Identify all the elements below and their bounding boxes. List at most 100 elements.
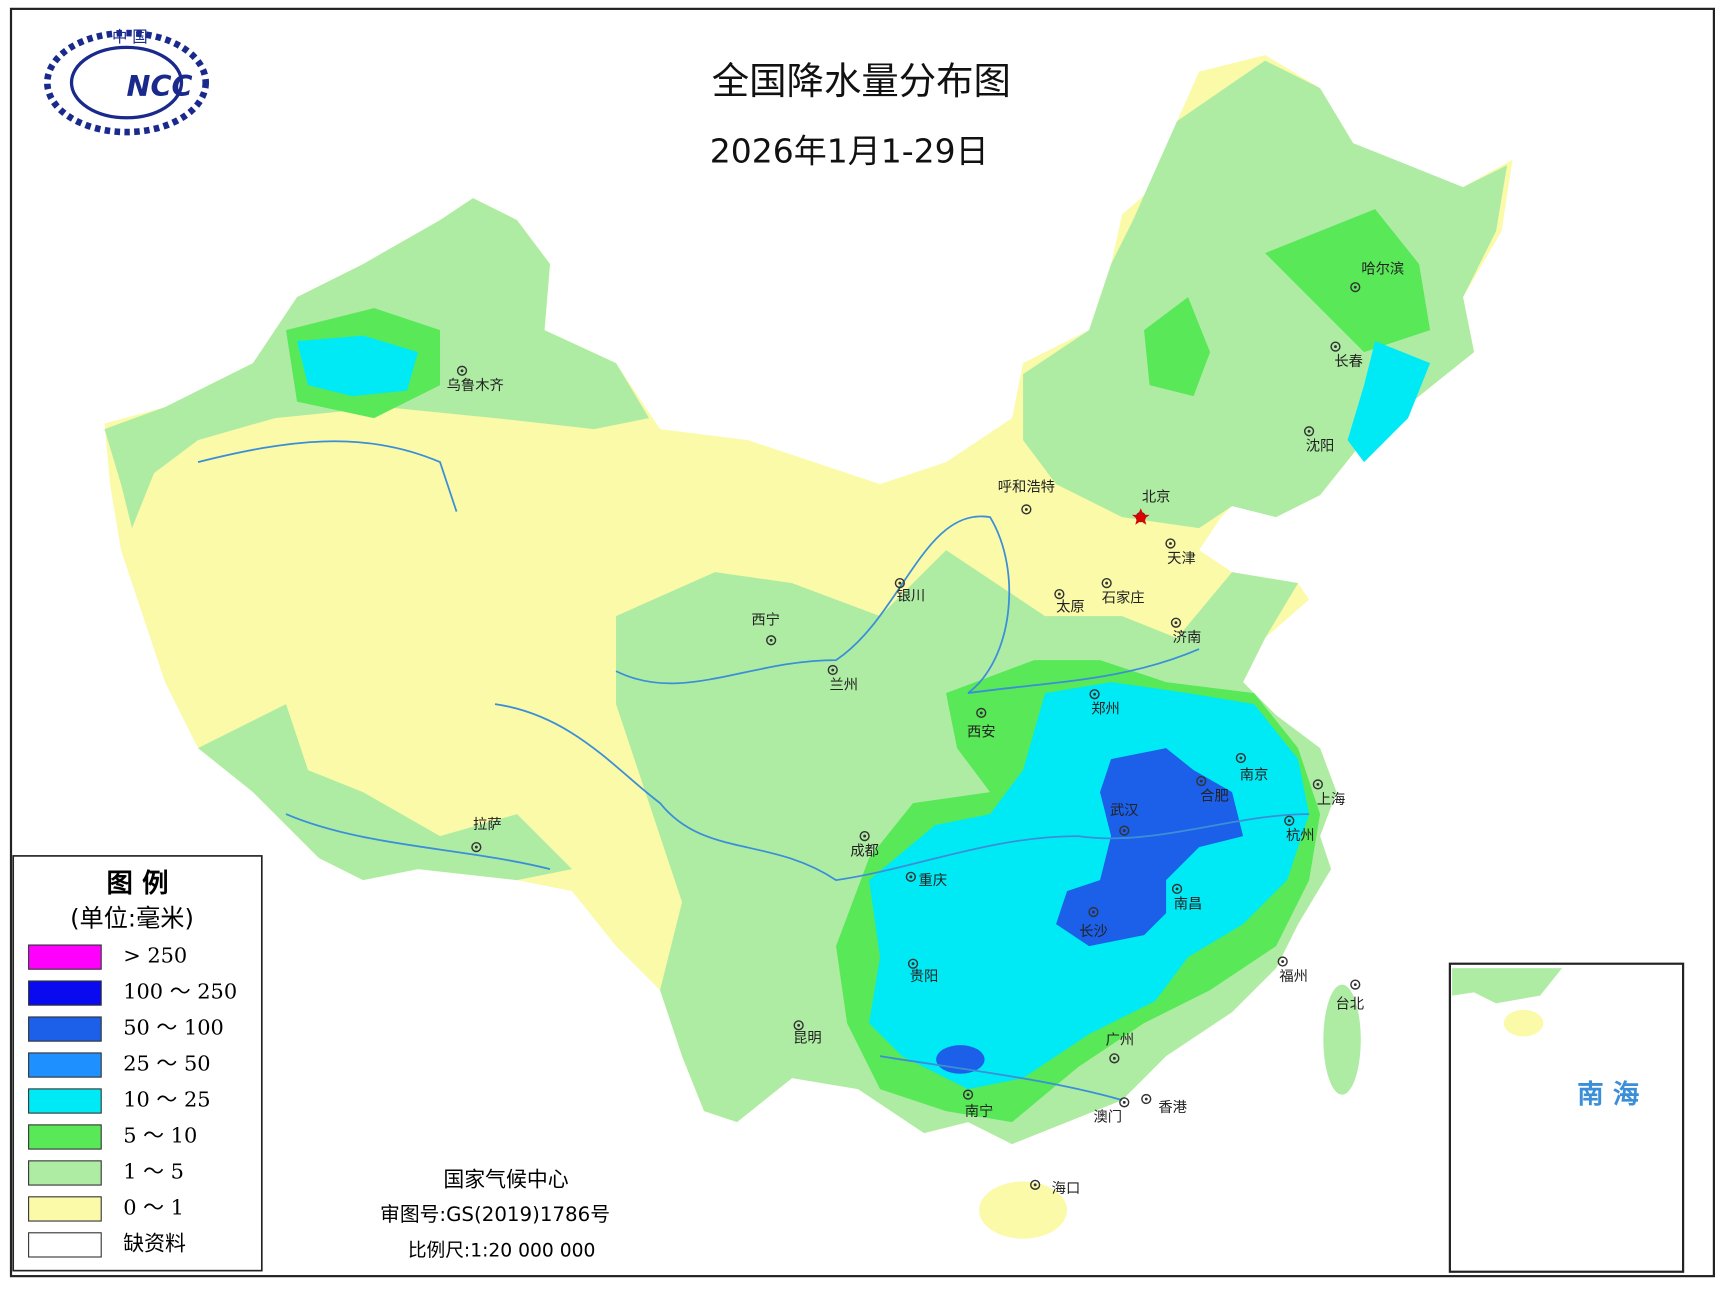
precip-10-25	[1347, 341, 1431, 463]
city-label: 南昌	[1174, 895, 1203, 912]
city-label: 澳门	[1093, 1109, 1122, 1126]
city-marker	[1196, 775, 1207, 787]
city-dot	[1024, 507, 1028, 511]
city-dot	[966, 1093, 970, 1097]
city-label: 石家庄	[1102, 588, 1145, 606]
legend-title: 图 例	[107, 868, 169, 899]
city-marker	[1030, 1179, 1041, 1190]
city-dot	[474, 845, 478, 849]
rivers	[197, 440, 1310, 1101]
city-dot	[909, 875, 913, 879]
legend-label: 缺资料	[123, 1231, 186, 1255]
city-dot	[1093, 692, 1096, 696]
city-dot	[979, 711, 983, 715]
legend-label: 50 ～ 100	[123, 1016, 224, 1040]
city-marker	[1277, 956, 1288, 967]
city-dot	[1281, 960, 1285, 963]
inset-frame	[1448, 962, 1685, 1273]
city-label: 重庆	[919, 872, 948, 889]
city-label: 海口	[1052, 1180, 1081, 1197]
title: 全国降水量分布图	[712, 59, 1011, 103]
city-label: 北京	[1142, 488, 1171, 505]
city-label: 广州	[1106, 1032, 1135, 1049]
city-dot	[1057, 592, 1061, 596]
city-marker	[1141, 1093, 1152, 1105]
city-label: 西宁	[751, 611, 780, 628]
city-dot	[1334, 345, 1337, 349]
city-label: 合肥	[1200, 788, 1229, 805]
city-label: 杭州	[1286, 827, 1315, 844]
city-label: 上海	[1317, 791, 1346, 808]
city-label: 南京	[1240, 767, 1269, 784]
city-label: 南宁	[965, 1103, 994, 1120]
south-sea-inset: 南 海	[1448, 962, 1685, 1273]
city-marker	[1088, 906, 1099, 918]
legend-label: > 250	[123, 944, 187, 968]
city-label: 长沙	[1079, 923, 1108, 940]
logo-text: 中 国	[112, 28, 148, 46]
city-marker	[1021, 504, 1032, 515]
inset-label: 南 海	[1577, 1079, 1639, 1110]
precip-5-10	[1144, 297, 1211, 397]
precip-1-5	[198, 704, 573, 881]
footer-scale: 比例尺:1:20 000 000	[408, 1240, 596, 1261]
footer-approval: 审图号:GS(2019)1786号	[380, 1203, 610, 1226]
city-marker	[1350, 979, 1361, 990]
city-dot	[1112, 1056, 1116, 1060]
city-marker	[1101, 577, 1112, 589]
capital-star	[1131, 508, 1150, 525]
city-marker	[1165, 538, 1176, 549]
city-marker	[793, 1020, 804, 1031]
river	[285, 813, 551, 870]
city-label: 乌鲁木齐	[447, 377, 504, 394]
city-dot	[797, 1023, 801, 1027]
footer-agency: 国家气候中心	[443, 1167, 568, 1191]
city-marker	[1350, 282, 1361, 293]
subtitle: 2026年1月1-29日	[710, 131, 989, 170]
city-dot	[1122, 1100, 1126, 1104]
inset-coast	[1452, 968, 1563, 1004]
logo-abbr: NCC	[127, 69, 193, 103]
city-dot	[898, 581, 902, 585]
city-marker	[962, 1089, 974, 1100]
hainan	[979, 1181, 1068, 1239]
city-label: 兰州	[829, 676, 858, 693]
city-dot	[1175, 887, 1179, 891]
precip-5-10	[1265, 209, 1431, 353]
city-label: 成都	[850, 843, 879, 860]
city-marker	[907, 958, 919, 969]
city-marker	[1170, 617, 1182, 628]
city-dot	[1092, 910, 1095, 914]
legend-swatch	[28, 1196, 102, 1222]
city-label: 香港	[1158, 1099, 1187, 1116]
legend-swatch	[28, 1160, 102, 1186]
city-marker	[1119, 1097, 1130, 1108]
legend-label: 25 ～ 50	[123, 1052, 210, 1076]
city-dot	[1033, 1183, 1037, 1187]
city-label: 拉萨	[473, 816, 502, 833]
city-marker	[1171, 883, 1183, 895]
city-marker	[1089, 689, 1100, 700]
legend-items: > 250 100 ～ 250 50 ～ 100 25 ～ 50 10 ～ 25 5 ～ …	[28, 944, 237, 1258]
city-dot	[831, 668, 835, 672]
river	[615, 515, 1200, 694]
legend-swatch	[28, 1124, 102, 1150]
precip-50-100	[936, 1045, 985, 1074]
city-label: 济南	[1173, 629, 1202, 646]
city-dot	[1239, 756, 1243, 760]
legend-swatch	[28, 944, 102, 970]
precip-50-100	[1056, 748, 1244, 947]
city-dot	[911, 962, 915, 966]
city-marker	[1303, 426, 1315, 437]
logo-globe	[69, 45, 184, 120]
city-marker	[859, 830, 870, 842]
city-dot	[1169, 542, 1172, 545]
city-dot	[1199, 779, 1203, 783]
legend-label: 1 ～ 5	[123, 1159, 184, 1183]
city-dot	[1105, 581, 1109, 585]
taiwan	[1323, 984, 1361, 1095]
river	[197, 440, 458, 512]
city-label: 西安	[967, 724, 996, 741]
city-marker	[471, 841, 482, 853]
